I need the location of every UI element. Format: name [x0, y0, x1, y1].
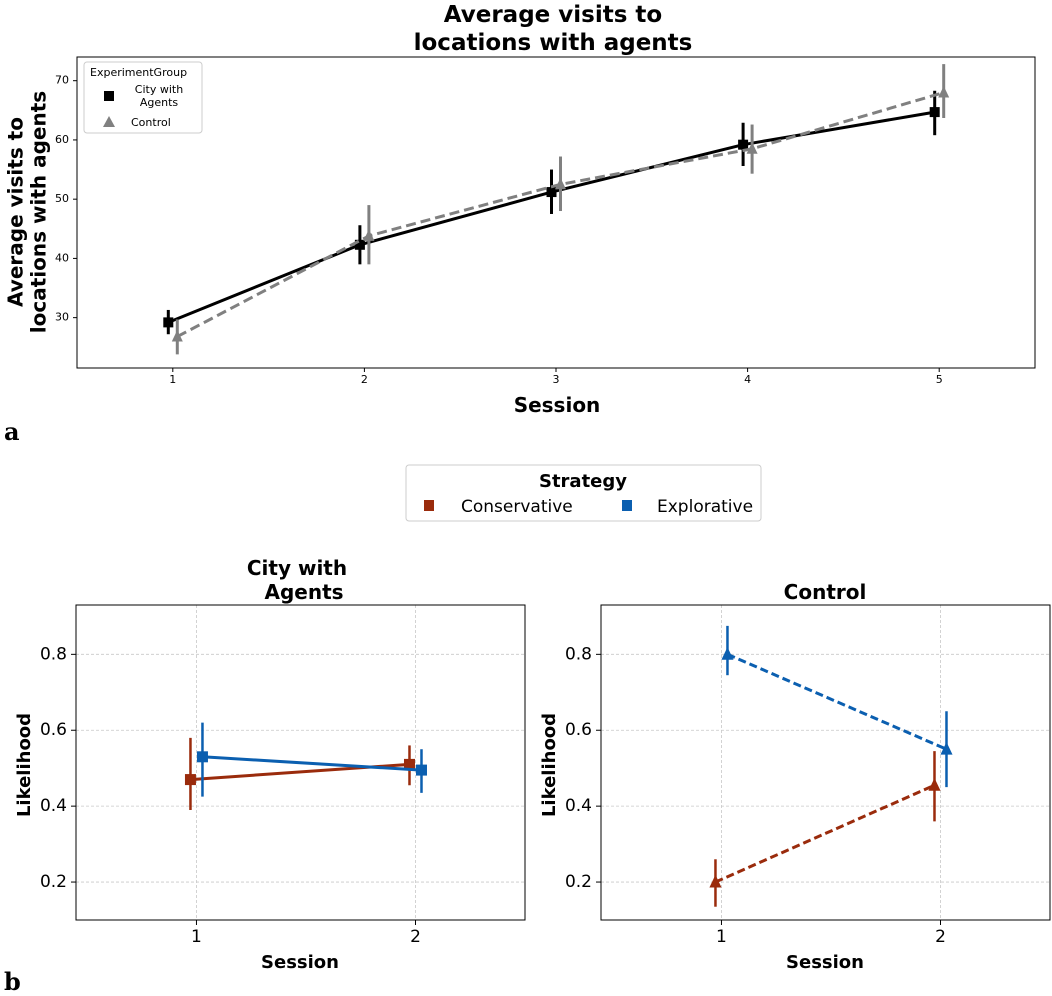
- y-tick-label: 0.8: [565, 644, 592, 664]
- y-tick-label: 30: [55, 311, 69, 324]
- y-tick-label: 0.8: [40, 644, 67, 664]
- panel-a-label: a: [4, 417, 20, 446]
- x-tick-label: 1: [716, 927, 727, 947]
- y-tick-label: 0.4: [565, 796, 592, 816]
- panel-b-left-title-line-1: City with: [247, 556, 347, 580]
- panel-a-title-line-2: locations with agents: [414, 30, 693, 56]
- x-tick-label: 1: [169, 373, 176, 386]
- panel-b-right-x-axis-label: Session: [786, 952, 864, 973]
- y-tick-label: 70: [55, 74, 69, 87]
- series-conservative: [184, 737, 415, 810]
- y-tick-label: 0.2: [40, 872, 67, 892]
- y-tick-label: 40: [55, 251, 69, 264]
- panel-a-chart: Average visits to locations with agents …: [4, 2, 1036, 446]
- series-line-city-with-agents: [167, 110, 935, 324]
- x-tick-label: 1: [191, 927, 202, 947]
- series-conservative: [709, 751, 941, 907]
- x-tick-label: 2: [361, 373, 368, 386]
- panel-a-legend-title: ExperimentGroup: [90, 66, 187, 79]
- x-tick-label: 2: [935, 927, 946, 947]
- legend-conservative-marker: [424, 500, 434, 511]
- series-explorative: [196, 722, 427, 797]
- data-point: [403, 758, 415, 770]
- panel-b-right-plot-area: [600, 604, 1051, 921]
- y-tick-label: 0.6: [565, 720, 592, 740]
- panel-b-right-title: Control: [784, 580, 867, 604]
- panel-a-legend: ExperimentGroup City with Agents Control: [83, 61, 203, 134]
- series-control: [171, 64, 950, 355]
- data-point: [171, 330, 183, 342]
- x-tick-label: 5: [936, 373, 943, 386]
- panel-b-city-with-agents-chart: City with Agents 0.20.40.60.81 2 Session …: [4, 556, 526, 996]
- data-point: [354, 239, 365, 250]
- panel-a-plot-area: [76, 56, 1036, 369]
- x-tick-label: 3: [553, 373, 560, 386]
- legend-explorative-marker: [622, 500, 632, 511]
- panel-b-left-y-axis-label: Likelihood: [14, 713, 35, 817]
- data-point: [938, 85, 950, 98]
- panel-b-legend-box: [405, 464, 762, 522]
- series-explorative: [721, 625, 953, 788]
- data-point: [415, 764, 427, 776]
- y-tick-label: 50: [55, 192, 69, 205]
- panel-b-left-plot-area: [75, 604, 526, 921]
- panel-b-label: b: [4, 967, 21, 996]
- y-tick-label: 0.6: [40, 720, 67, 740]
- data-point: [738, 139, 749, 150]
- legend-city-with-agents-label-line-1: City with: [135, 83, 183, 96]
- data-point: [196, 751, 208, 763]
- legend-explorative-label: Explorative: [657, 497, 753, 517]
- panel-a-title-line-1: Average visits to: [444, 2, 662, 28]
- data-point: [721, 647, 734, 660]
- data-point: [929, 107, 940, 118]
- y-tick-label: 0.4: [40, 796, 67, 816]
- legend-control-marker: [103, 116, 115, 127]
- data-point: [940, 741, 953, 755]
- legend-conservative-label: Conservative: [461, 497, 573, 517]
- data-point: [363, 229, 375, 241]
- series-line-conservative: [714, 783, 936, 884]
- data-point: [163, 317, 174, 328]
- series-line-explorative: [202, 755, 422, 772]
- panel-b-legend: Strategy Conservative Explorative: [405, 464, 762, 522]
- data-point: [709, 874, 722, 888]
- y-tick-label: 60: [55, 133, 69, 146]
- data-point: [546, 187, 557, 198]
- y-tick-label: 0.2: [565, 872, 592, 892]
- data-point: [928, 778, 941, 791]
- panel-b-right-y-axis-label: Likelihood: [539, 713, 560, 817]
- legend-city-with-agents-marker: [104, 91, 114, 101]
- panel-a-y-axis-label-line-2: locations with agents: [27, 91, 51, 333]
- panel-b-left-title-line-2: Agents: [264, 580, 343, 604]
- data-point: [555, 177, 566, 190]
- x-tick-label: 4: [744, 373, 751, 386]
- panel-b-control-chart: Control 0.2 0.4 0.6 0.8 1 2 Session Likelihoo…: [539, 580, 1051, 973]
- panel-a-x-axis-label: Session: [514, 393, 601, 417]
- data-point: [184, 774, 196, 786]
- panel-a-legend-box: [83, 61, 203, 134]
- x-tick-label: 2: [410, 927, 421, 947]
- series-line-explorative: [726, 652, 948, 751]
- panel-b-left-x-axis-label: Session: [261, 952, 339, 973]
- legend-control-label: Control: [131, 116, 171, 129]
- data-point: [746, 142, 758, 154]
- panel-a-y-axis-label-line-1: Average visits to: [4, 117, 28, 307]
- panel-b-legend-title: Strategy: [539, 471, 627, 492]
- legend-city-with-agents-label-line-2: Agents: [140, 96, 179, 109]
